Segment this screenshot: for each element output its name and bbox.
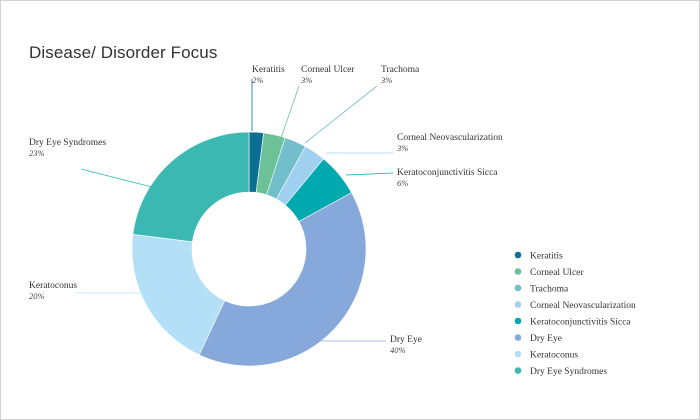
legend: Keratitis Corneal Ulcer Trachoma Corneal Ne… bbox=[514, 251, 636, 377]
slice-dry-eye bbox=[198, 192, 367, 367]
legend-marker-dry-eye bbox=[514, 334, 522, 341]
slices bbox=[131, 131, 367, 367]
slice-value-keratoconus: 20% bbox=[29, 291, 45, 301]
leader-line-dry-eye-syndromes bbox=[80, 168, 153, 188]
slice-label-dry-eye-syndromes: Dry Eye Syndromes bbox=[29, 138, 106, 148]
leader-line-trachoma bbox=[304, 85, 378, 144]
legend-label-keratitis: Keratitis bbox=[530, 251, 563, 261]
slice-keratoconus bbox=[131, 234, 226, 356]
leader-lines bbox=[75, 79, 394, 342]
legend-marker-trachoma bbox=[514, 284, 522, 292]
legend-label-corneal-ulcer: Corneal Ulcer bbox=[530, 268, 584, 278]
legend-label-corneal-neovascularization: Corneal Neovascularization bbox=[530, 301, 636, 311]
slice-label-trachoma: Trachoma bbox=[381, 65, 420, 75]
slice-label-keratoconus: Keratoconus bbox=[29, 281, 77, 291]
slice-label-corneal-neovascularization: Corneal Neovascularization bbox=[397, 133, 503, 143]
legend-marker-dry-eye-syndromes bbox=[514, 367, 522, 374]
legend-marker-corneal-neovascularization bbox=[514, 301, 522, 308]
slice-value-trachoma: 3% bbox=[380, 75, 392, 85]
slice-label-corneal-ulcer: Corneal Ulcer bbox=[301, 65, 355, 75]
legend-label-keratoconjunctivitis-sicca: Keratoconjunctivitis Sicca bbox=[530, 317, 631, 327]
legend-label-dry-eye: Dry Eye bbox=[530, 334, 562, 344]
slice-value-dry-eye-syndromes: 23% bbox=[29, 148, 45, 158]
slice-value-dry-eye: 40% bbox=[390, 345, 406, 355]
legend-label-keratoconus: Keratoconus bbox=[530, 350, 578, 360]
slice-value-keratitis: 2% bbox=[252, 75, 263, 85]
slice-label-keratoconjunctivitis-sicca: Keratoconjunctivitis Sicca bbox=[397, 168, 498, 178]
slice-value-corneal-ulcer: 3% bbox=[300, 75, 312, 85]
legend-marker-keratitis bbox=[514, 251, 522, 259]
chart-title: Disease/ Disorder Focus bbox=[29, 43, 218, 62]
slice-value-corneal-neovascularization: 3% bbox=[396, 143, 408, 153]
legend-marker-keratoconus bbox=[514, 350, 522, 358]
slice-label-keratitis: Keratitis bbox=[252, 65, 285, 75]
legend-marker-keratoconjunctivitis-sicca bbox=[514, 317, 522, 325]
leader-line-corneal-ulcer bbox=[280, 85, 300, 139]
slice-dry-eye-syndromes bbox=[132, 131, 250, 243]
legend-label-trachoma: Trachoma bbox=[530, 284, 569, 294]
slice-label-dry-eye: Dry Eye bbox=[390, 335, 422, 345]
legend-marker-corneal-ulcer bbox=[514, 268, 522, 275]
legend-label-dry-eye-syndromes: Dry Eye Syndromes bbox=[530, 367, 607, 377]
leader-line-keratoconjunctivitis-sicca bbox=[345, 172, 394, 176]
slice-value-keratoconjunctivitis-sicca: 6% bbox=[397, 178, 408, 188]
